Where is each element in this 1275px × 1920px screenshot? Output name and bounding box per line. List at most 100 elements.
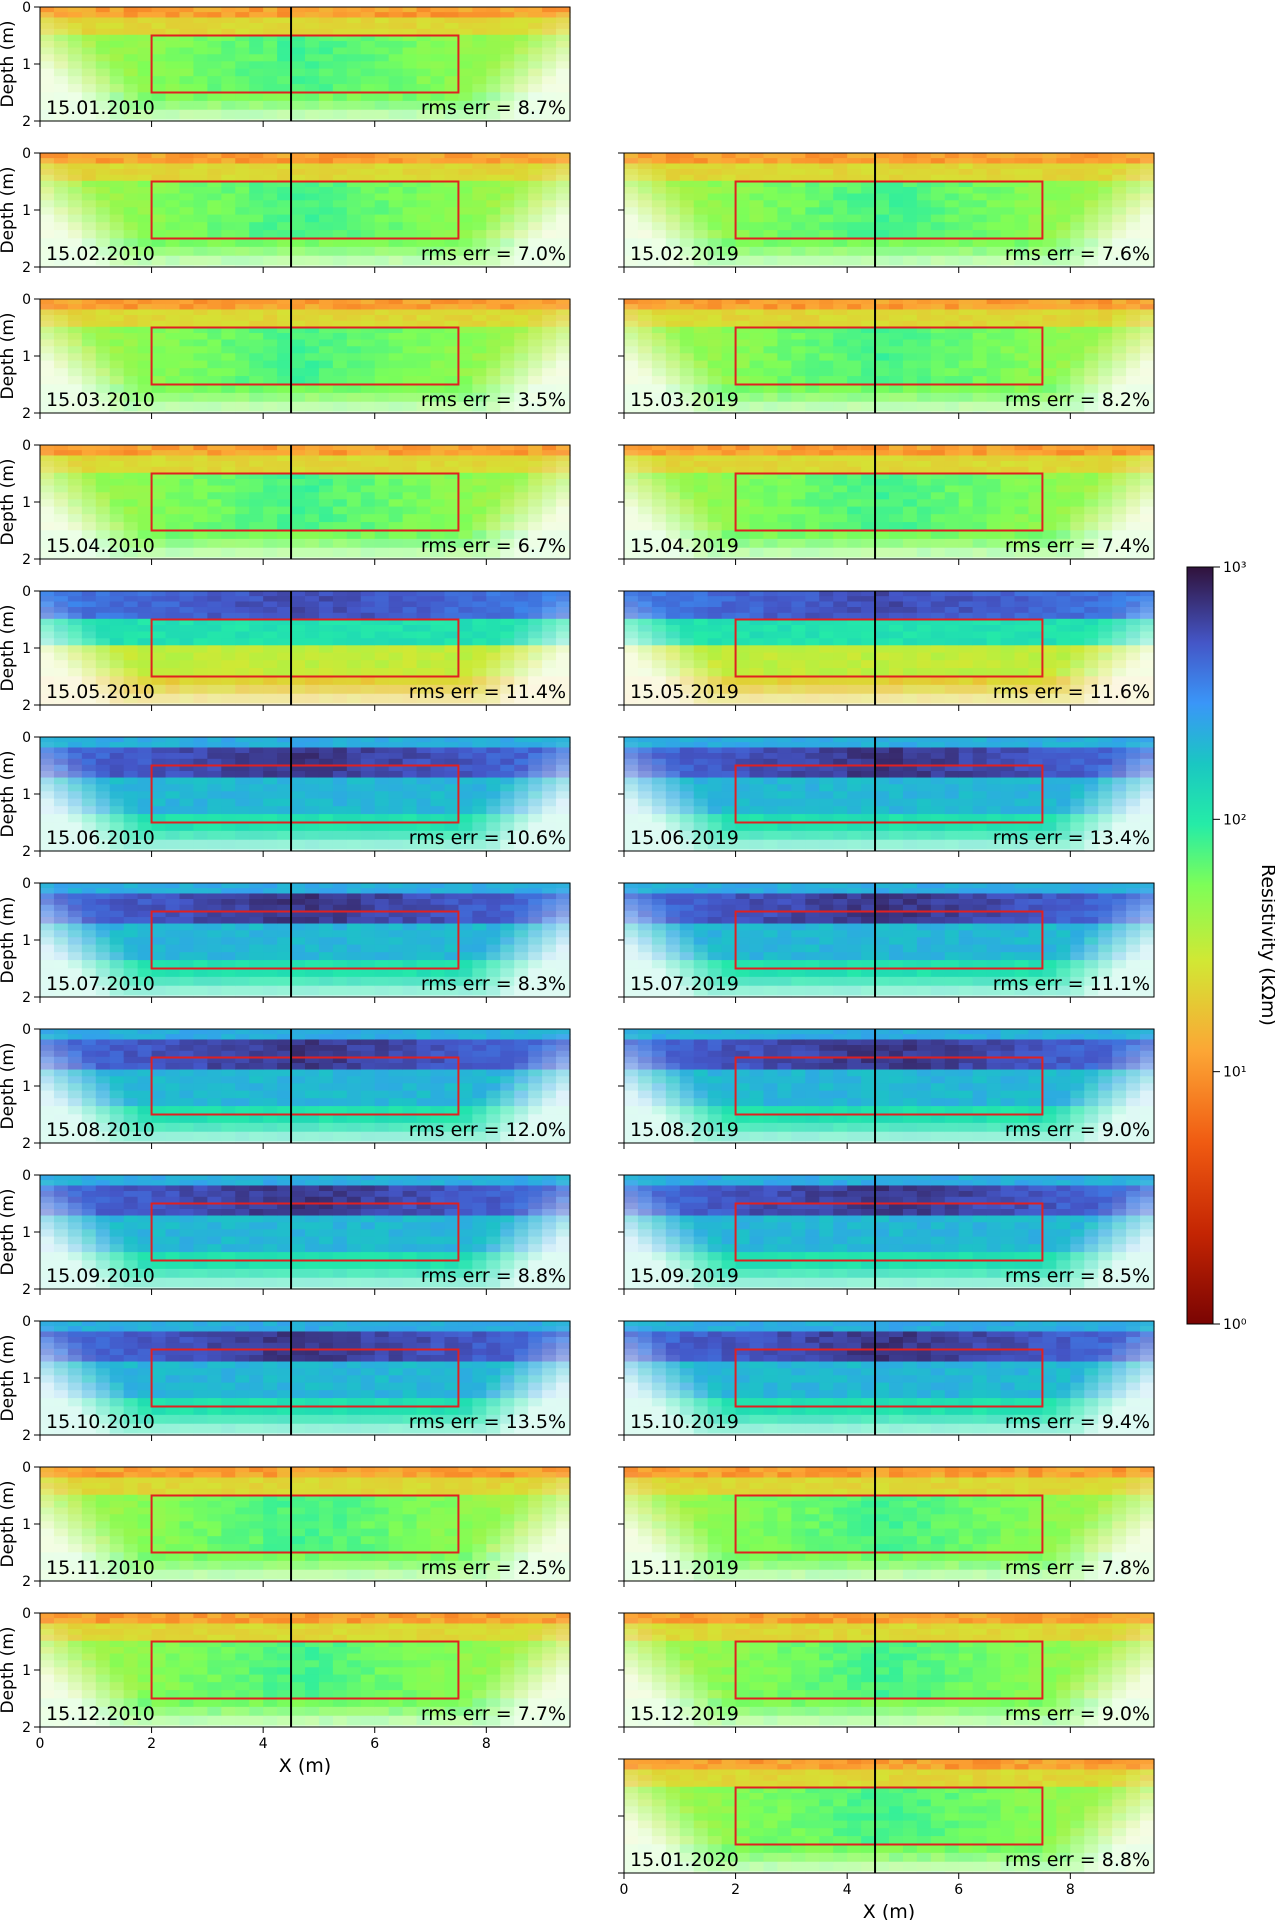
heatmap-cell bbox=[207, 361, 222, 369]
heatmap-cell bbox=[291, 333, 306, 340]
heatmap-cell bbox=[68, 778, 83, 785]
heatmap-cell bbox=[193, 831, 208, 840]
heatmap-cell bbox=[54, 84, 69, 93]
heatmap-cell bbox=[458, 899, 473, 905]
heatmap-cell bbox=[152, 930, 167, 938]
heatmap-cell bbox=[347, 492, 362, 500]
heatmap-cell bbox=[235, 187, 250, 194]
heatmap-cell bbox=[333, 299, 348, 305]
heatmap-cell bbox=[207, 1114, 222, 1123]
heatmap-cell bbox=[500, 353, 515, 361]
heatmap-cell bbox=[403, 110, 418, 120]
heatmap-cell bbox=[319, 591, 334, 597]
heatmap-cell bbox=[444, 353, 459, 361]
heatmap-cell bbox=[179, 110, 194, 120]
heatmap-cell bbox=[277, 625, 292, 632]
heatmap-cell bbox=[96, 492, 111, 500]
heatmap-cell bbox=[124, 899, 139, 905]
heatmap-cell bbox=[166, 169, 181, 175]
heatmap-cell bbox=[528, 668, 543, 677]
heatmap-cell bbox=[179, 461, 194, 467]
heatmap-cell bbox=[486, 445, 501, 451]
heatmap-cell bbox=[431, 591, 446, 597]
heatmap-cell bbox=[556, 222, 571, 231]
heatmap-cell bbox=[375, 17, 390, 23]
heatmap-cell bbox=[305, 968, 320, 977]
heatmap-cell bbox=[486, 207, 501, 215]
heatmap-cell bbox=[389, 625, 404, 632]
heatmap-cell bbox=[444, 660, 459, 669]
heatmap-cell bbox=[319, 937, 334, 945]
heatmap-cell bbox=[263, 1132, 278, 1142]
heatmap-cell bbox=[40, 361, 55, 369]
panel-date: 15.02.2010 bbox=[46, 243, 155, 265]
heatmap-cell bbox=[389, 299, 404, 305]
heatmap-cell bbox=[361, 247, 376, 256]
heatmap-cell bbox=[166, 187, 181, 194]
heatmap-cell bbox=[291, 76, 306, 85]
heatmap-cell bbox=[207, 613, 222, 620]
heatmap-cell bbox=[458, 200, 473, 208]
heatmap-cell bbox=[486, 765, 501, 772]
heatmap-cell bbox=[333, 905, 348, 912]
heatmap-cell bbox=[152, 340, 167, 347]
heatmap-cell bbox=[124, 893, 139, 899]
heatmap-cell bbox=[193, 1034, 208, 1040]
heatmap-cell bbox=[193, 54, 208, 62]
heatmap-cell bbox=[500, 215, 515, 223]
heatmap-cell bbox=[375, 23, 390, 29]
heatmap-cell bbox=[514, 514, 529, 523]
heatmap-cell bbox=[486, 194, 501, 201]
heatmap-cell bbox=[333, 353, 348, 361]
heatmap-cell bbox=[221, 596, 236, 602]
heatmap-cell bbox=[166, 1091, 181, 1099]
heatmap-cell bbox=[389, 986, 404, 996]
heatmap-cell bbox=[472, 930, 487, 938]
heatmap-cell bbox=[179, 346, 194, 354]
heatmap-cell bbox=[444, 76, 459, 85]
heatmap-cell bbox=[235, 402, 250, 412]
heatmap-cell bbox=[542, 893, 557, 899]
heatmap-cell bbox=[166, 12, 181, 18]
heatmap-cell bbox=[403, 596, 418, 602]
heatmap-cell bbox=[333, 76, 348, 85]
heatmap-cell bbox=[542, 778, 557, 785]
heatmap-cell bbox=[431, 299, 446, 305]
heatmap-cell bbox=[375, 445, 390, 451]
heatmap-cell bbox=[235, 591, 250, 597]
heatmap-cell bbox=[235, 492, 250, 500]
panel-date: 15.04.2010 bbox=[46, 535, 155, 557]
heatmap-cell bbox=[54, 1034, 69, 1040]
heatmap-cell bbox=[277, 492, 292, 500]
heatmap-cell bbox=[486, 601, 501, 607]
heatmap-cell bbox=[82, 158, 97, 164]
heatmap-cell bbox=[486, 514, 501, 523]
heatmap-cell bbox=[138, 473, 153, 480]
heatmap-cell bbox=[431, 304, 446, 310]
heatmap-cell bbox=[375, 977, 390, 986]
heatmap-cell bbox=[291, 299, 306, 305]
heatmap-cell bbox=[542, 613, 557, 620]
heatmap-cell bbox=[542, 883, 557, 889]
heatmap-cell bbox=[82, 376, 97, 385]
heatmap-cell bbox=[138, 765, 153, 772]
heatmap-cell bbox=[235, 784, 250, 792]
heatmap-cell bbox=[138, 194, 153, 201]
heatmap-cell bbox=[68, 1034, 83, 1040]
heatmap-cell bbox=[221, 986, 236, 996]
heatmap-cell bbox=[458, 522, 473, 531]
heatmap-cell bbox=[444, 945, 459, 953]
heatmap-cell bbox=[235, 799, 250, 807]
heatmap-cell bbox=[263, 402, 278, 412]
heatmap-cell bbox=[82, 924, 97, 931]
heatmap-cell bbox=[179, 1132, 194, 1142]
heatmap-cell bbox=[96, 1057, 111, 1064]
heatmap-cell bbox=[124, 883, 139, 889]
heatmap-cell bbox=[235, 791, 250, 799]
heatmap-cell bbox=[110, 461, 125, 467]
heatmap-cell bbox=[375, 393, 390, 402]
heatmap-cell bbox=[444, 153, 459, 159]
heatmap-cell bbox=[319, 163, 334, 169]
panel-15.06.2010: 012Depth (m)15.06.2010 rms err = 10.6% bbox=[0, 730, 571, 860]
heatmap-cell bbox=[263, 54, 278, 62]
